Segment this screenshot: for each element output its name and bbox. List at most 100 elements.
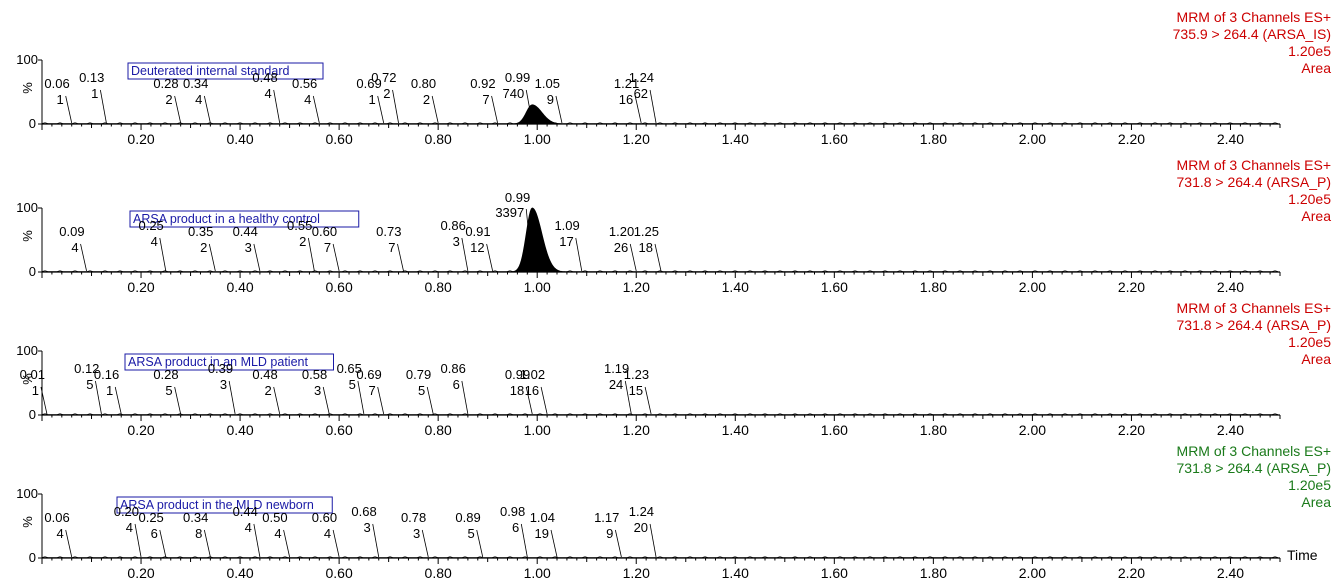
peak-annotation: 0.254 <box>138 218 167 272</box>
annotation-area: 15 <box>629 383 643 398</box>
annotation-time: 1.04 <box>530 510 555 525</box>
peak-annotation: 0.282 <box>153 76 182 124</box>
peak-annotation: 0.583 <box>302 367 330 415</box>
annotation-leader <box>65 529 73 558</box>
annotation-time: 0.12 <box>74 361 99 376</box>
annotation-leader <box>203 529 211 558</box>
peak-annotation: 0.344 <box>183 76 211 124</box>
annotation-area: 3 <box>245 240 252 255</box>
annotation-leader <box>253 243 261 272</box>
annotation-area: 740 <box>503 86 525 101</box>
annotation-area: 12 <box>470 240 484 255</box>
peak-annotation: 0.866 <box>441 361 469 415</box>
annotation-leader <box>555 95 563 124</box>
annotation-leader <box>525 386 533 415</box>
annotation-time: 0.01 <box>20 367 45 382</box>
trace-noise <box>41 270 1279 272</box>
peak-annotation: 0.795 <box>406 367 434 415</box>
annotation-area: 3 <box>314 383 321 398</box>
annotation-leader <box>649 89 657 124</box>
annotation-leader <box>629 243 637 272</box>
annotation-time: 0.48 <box>252 367 277 382</box>
annotation-leader <box>65 95 73 124</box>
annotation-time: 0.60 <box>312 224 337 239</box>
channel-header-line: MRM of 3 Channels ES+ <box>1177 443 1331 459</box>
annotation-area: 9 <box>547 92 554 107</box>
annotation-area: 5 <box>467 526 474 541</box>
trace-label: Deuterated internal standard <box>131 64 289 78</box>
annotation-time: 0.55 <box>287 218 312 233</box>
chromatogram-peak <box>507 104 577 125</box>
peak-annotation: 1.059 <box>535 76 563 124</box>
time-tick-label: 1.00 <box>524 422 551 438</box>
annotation-leader <box>208 243 216 272</box>
annotation-leader <box>283 529 290 558</box>
peak-annotation: 0.504 <box>262 510 290 558</box>
annotation-leader <box>649 523 657 558</box>
x-axis-label: Time <box>1287 547 1318 563</box>
annotation-time: 0.80 <box>411 76 436 91</box>
time-tick-label: 0.60 <box>325 131 352 147</box>
annotation-time: 0.56 <box>292 76 317 91</box>
channel-header-line: 1.20e5 <box>1288 191 1331 207</box>
peak-annotation: 0.722 <box>371 70 399 124</box>
annotation-time: 0.92 <box>470 76 495 91</box>
time-tick-label: 2.00 <box>1019 565 1046 581</box>
annotation-area: 16 <box>619 92 633 107</box>
annotation-time: 1.25 <box>634 224 659 239</box>
annotation-leader <box>397 243 404 272</box>
time-tick-label: 2.40 <box>1217 279 1244 295</box>
peak-annotation: 0.927 <box>470 76 498 124</box>
annotation-leader <box>575 237 583 272</box>
channel-header-line: 1.20e5 <box>1288 43 1331 59</box>
annotation-area: 2 <box>264 383 271 398</box>
peak-annotation: 0.094 <box>59 224 87 272</box>
annotation-area: 5 <box>349 377 356 392</box>
annotation-leader <box>392 89 399 124</box>
peak-annotation: 0.348 <box>183 510 211 558</box>
annotation-area: 4 <box>304 92 311 107</box>
time-tick-label: 1.60 <box>821 422 848 438</box>
annotation-area: 2 <box>299 234 306 249</box>
peak-annotation: 0.691 <box>356 76 385 124</box>
peak-annotation: 0.011 <box>20 367 48 415</box>
annotation-leader <box>307 237 315 272</box>
annotation-time: 0.86 <box>441 361 466 376</box>
channel-header-line: 731.8 > 264.4 (ARSA_P) <box>1177 317 1332 333</box>
annotation-time: 1.09 <box>554 218 579 233</box>
channel-header-line: MRM of 3 Channels ES+ <box>1177 9 1331 25</box>
annotation-time: 0.99 <box>505 367 530 382</box>
panel-2: MRM of 3 Channels ES+731.8 > 264.4 (ARSA… <box>16 157 1331 295</box>
annotation-time: 0.69 <box>356 367 381 382</box>
annotation-leader <box>461 237 469 272</box>
peak-annotation: 0.131 <box>79 70 107 124</box>
annotation-time: 0.79 <box>406 367 431 382</box>
annotation-leader <box>99 89 107 124</box>
annotation-time: 0.13 <box>79 70 104 85</box>
annotation-area: 2 <box>423 92 430 107</box>
time-tick-label: 0.20 <box>127 422 154 438</box>
channel-header-line: 1.20e5 <box>1288 334 1331 350</box>
annotation-area: 5 <box>165 383 172 398</box>
annotation-time: 0.06 <box>44 510 69 525</box>
peak-annotation: 0.484 <box>252 70 281 124</box>
time-tick-label: 1.80 <box>920 131 947 147</box>
annotation-area: 7 <box>482 92 489 107</box>
y-max-label: 100 <box>16 52 38 67</box>
y-zero-label: 0 <box>29 550 36 565</box>
peak-annotation: 0.802 <box>411 76 439 124</box>
peak-annotation: 0.863 <box>441 218 469 272</box>
y-percent-label: % <box>20 516 35 528</box>
annotation-area: 4 <box>274 526 281 541</box>
time-tick-label: 2.40 <box>1217 565 1244 581</box>
y-percent-label: % <box>20 373 35 385</box>
annotation-leader <box>644 386 652 415</box>
